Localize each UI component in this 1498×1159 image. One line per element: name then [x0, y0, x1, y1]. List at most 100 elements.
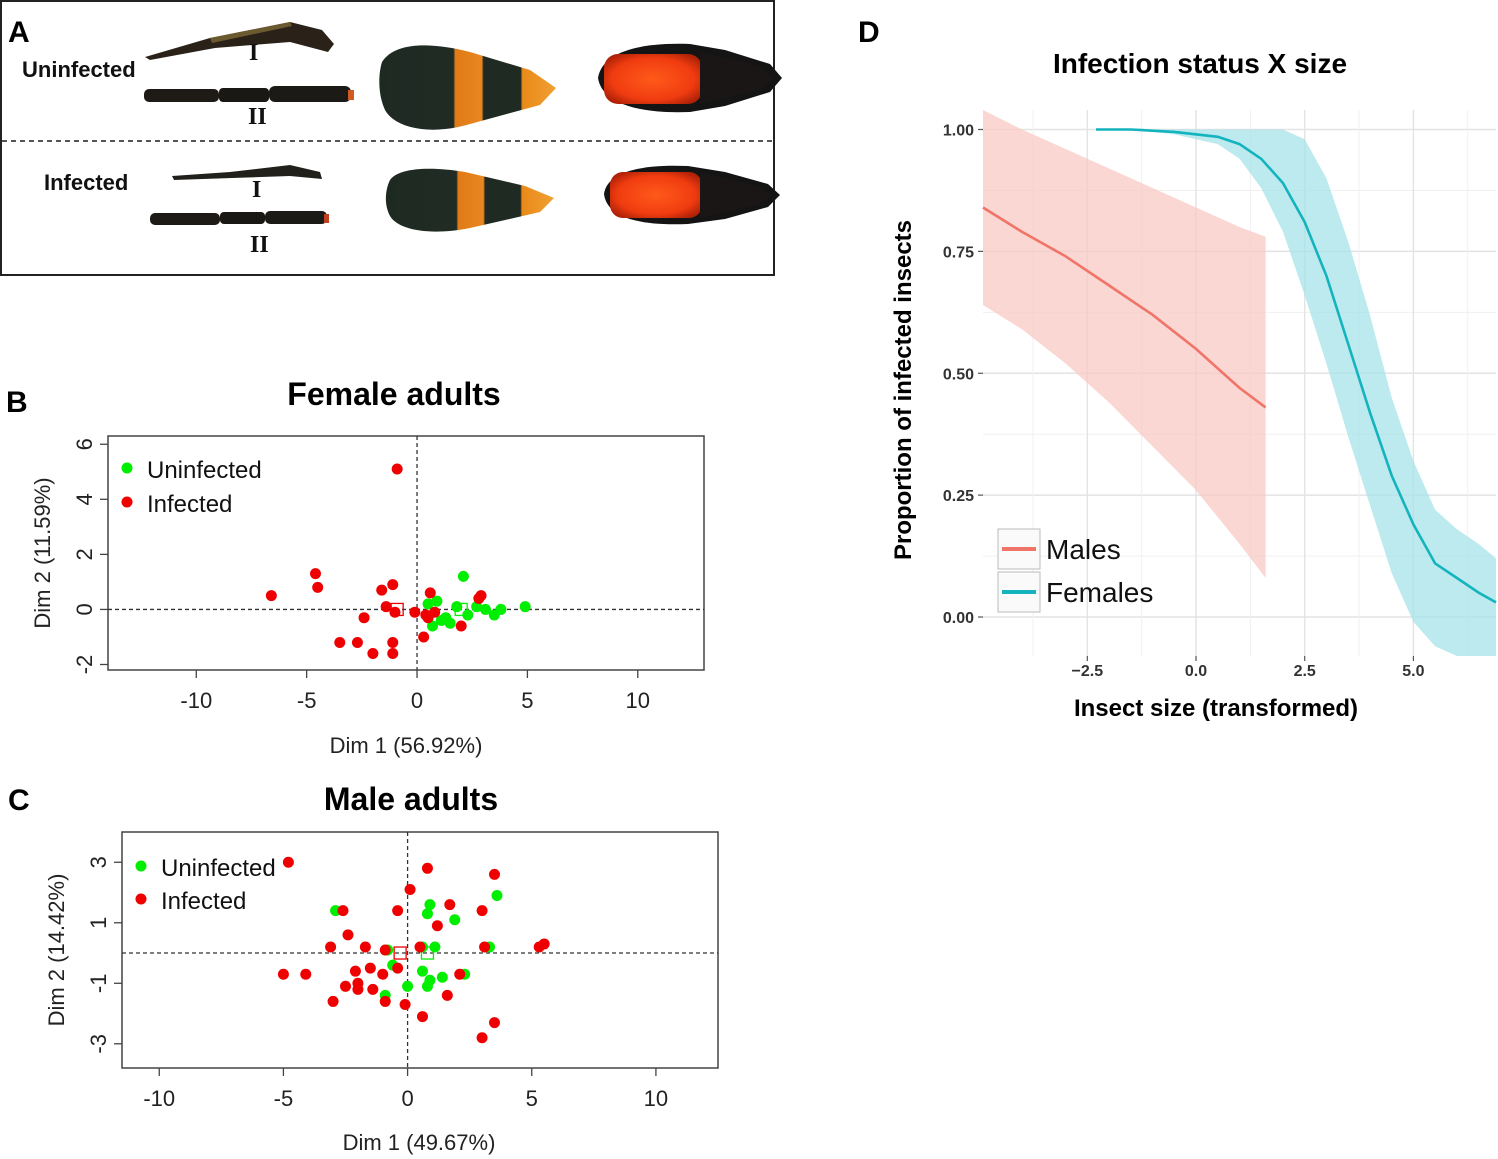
b-centroid-infected [390, 602, 404, 617]
b-point-uninfected [426, 620, 438, 632]
panel-b-label: B [6, 386, 28, 419]
b-y-tick-label: 0 [72, 603, 97, 615]
panel-c-label: C [8, 784, 30, 817]
chart-d-title: Infection status X size [1053, 48, 1347, 79]
c-point-infected [533, 941, 545, 953]
antenna-label-infected-i: I [252, 177, 261, 203]
antenna-label-infected-ii: II [250, 232, 269, 258]
antenna-image-infected-ii [150, 211, 329, 225]
c-point-infected [399, 998, 411, 1010]
b-point-infected [367, 647, 379, 659]
b-x-tick-label: -5 [297, 688, 317, 713]
b-point-uninfected [519, 601, 531, 613]
b-point-infected [387, 647, 399, 659]
c-point-infected [414, 941, 426, 953]
b-point-uninfected [457, 570, 469, 582]
c-point-infected [392, 962, 404, 974]
b-point-infected [422, 612, 434, 624]
b-point-uninfected [431, 595, 443, 607]
chart-d-y-axis: 0.00 0.25 0.50 0.75 1.00 [943, 123, 983, 627]
c-point-uninfected [436, 971, 448, 983]
chart-d-legend: Males Females [997, 528, 1153, 613]
chart-d-line-males [982, 206, 1267, 409]
c-point-uninfected [449, 914, 461, 926]
antenna-label-uninfected-i: I [249, 40, 258, 66]
chart-c-title: Male adults [324, 781, 498, 817]
chart-d-ribbon-males [983, 110, 1266, 578]
c-point-infected [352, 983, 364, 995]
chart-c-x-label: Dim 1 (49.67%) [343, 1130, 496, 1155]
c-point-infected [476, 1032, 488, 1044]
panel-a-label: A [8, 16, 30, 49]
antenna-image-uninfected-i [145, 22, 334, 60]
b-point-infected [265, 590, 277, 602]
b-point-infected [380, 601, 392, 613]
panel-a-frame [0, 0, 775, 276]
chart-d-confidence-ribbons [983, 110, 1496, 656]
c-point-infected [454, 968, 466, 980]
chart-c-origin-lines [122, 832, 718, 1068]
c-x-tick-label: -5 [274, 1086, 294, 1111]
b-point-infected [387, 636, 399, 648]
chart-d-y-tick-label: 1.00 [943, 123, 974, 140]
b-x-tick-label: 10 [626, 688, 650, 713]
c-x-tick-label: 5 [526, 1086, 538, 1111]
antenna-image-infected-i [172, 165, 322, 180]
b-x-tick-label: 0 [411, 688, 423, 713]
row-label-uninfected: Uninfected [22, 57, 136, 82]
c-x-tick-label: 10 [644, 1086, 668, 1111]
b-y-tick-label: -2 [72, 655, 97, 675]
c-point-infected [392, 905, 404, 917]
wing-image-uninfected [379, 45, 556, 130]
c-point-uninfected [421, 908, 433, 920]
chart-b-origin-lines [108, 436, 704, 670]
c-point-infected [379, 995, 391, 1007]
c-point-uninfected [429, 941, 441, 953]
chart-c-x-axis: -10 -5 0 5 10 [143, 1068, 668, 1111]
c-y-tick-label: 1 [86, 917, 111, 929]
c-point-infected [416, 1011, 428, 1023]
b-point-infected [391, 463, 403, 475]
b-point-infected [312, 581, 324, 593]
b-point-uninfected [495, 603, 507, 615]
b-point-infected [418, 631, 430, 643]
c-point-infected [325, 941, 337, 953]
antenna-image-uninfected-ii [144, 86, 354, 102]
b-point-infected [351, 636, 363, 648]
c-x-tick-label: 0 [401, 1086, 413, 1111]
chart-d-y-tick-label: 0.00 [943, 610, 974, 627]
c-point-infected [441, 989, 453, 1001]
c-point-infected [489, 868, 500, 880]
b-point-infected [387, 579, 399, 591]
wing-image-infected [385, 168, 554, 232]
b-point-infected [455, 620, 467, 632]
panel-a: A Uninfected I II Infected I [0, 0, 782, 276]
b-point-infected [376, 584, 388, 596]
c-point-uninfected [424, 899, 436, 911]
chart-b-legend-marker-infected [121, 496, 133, 508]
c-y-tick-label: -3 [86, 1034, 111, 1054]
chart-d-y-tick-label: 0.50 [943, 366, 974, 383]
c-point-uninfected [416, 965, 428, 977]
chart-d-x-tick-label: −2.5 [1072, 663, 1104, 680]
c-point-uninfected [421, 980, 433, 992]
b-point-infected [309, 568, 321, 580]
b-point-uninfected [444, 617, 456, 629]
chart-c-y-axis: -3 -1 1 3 [86, 856, 122, 1054]
b-y-tick-label: 4 [72, 493, 97, 505]
chart-d-x-tick-label: 2.5 [1294, 663, 1316, 680]
c-point-infected [337, 905, 349, 917]
chart-d-y-tick-label: 0.25 [943, 488, 974, 505]
b-centroid-uninfected [454, 602, 468, 617]
b-point-infected [358, 612, 370, 624]
b-point-uninfected [422, 598, 434, 610]
c-point-infected [359, 941, 371, 953]
c-x-tick-label: -10 [143, 1086, 175, 1111]
c-point-infected [431, 920, 443, 932]
chart-b-y-label: Dim 2 (11.59%) [30, 477, 55, 628]
chart-d-legend-males: Males [1046, 534, 1121, 565]
chart-c-legend-marker-infected [135, 893, 147, 905]
chart-b-legend-uninfected: Uninfected [147, 457, 262, 484]
chart-c-legend-infected: Infected [161, 888, 246, 915]
